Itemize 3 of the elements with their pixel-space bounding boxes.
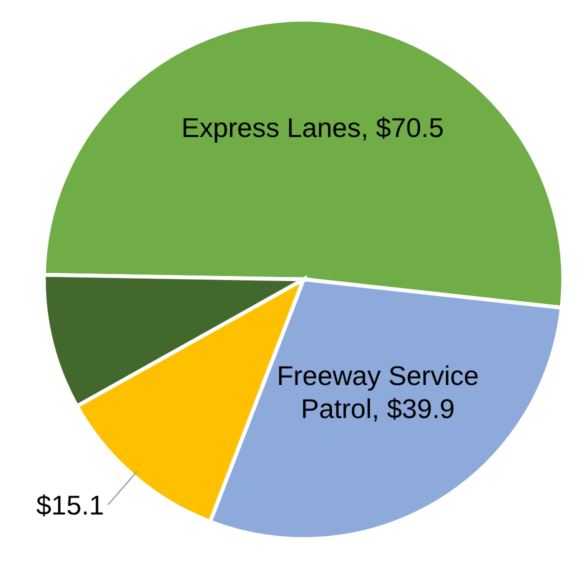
slice-label: Express Lanes, $70.5 (181, 112, 444, 143)
data-label: $15.1 (36, 490, 104, 521)
slice-label: Freeway Service Patrol, $39.9 (276, 360, 479, 424)
